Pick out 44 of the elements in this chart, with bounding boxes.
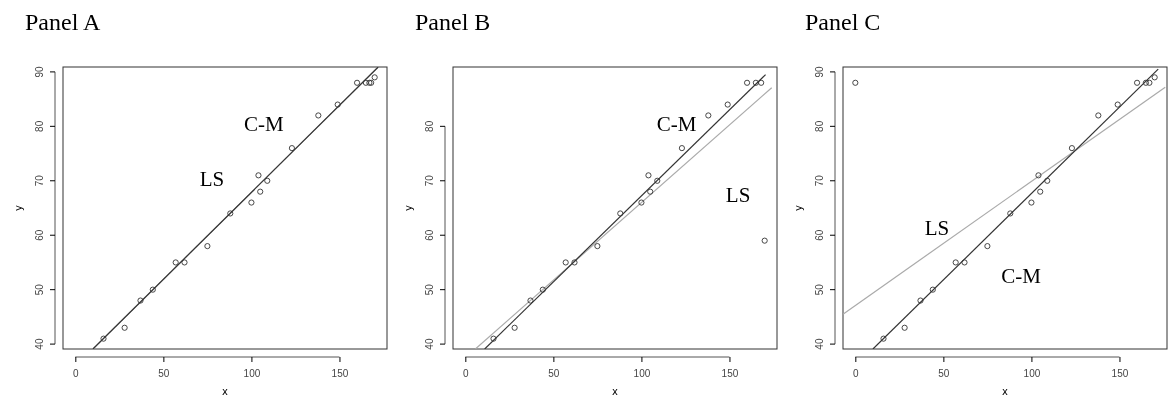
annotation: C-M bbox=[1001, 264, 1042, 289]
y-tick-label: 80 bbox=[424, 120, 435, 132]
y-tick-label: 50 bbox=[424, 283, 435, 296]
y-tick-label: 70 bbox=[424, 174, 435, 187]
x-tick-label: 150 bbox=[721, 368, 739, 379]
x-tick-label: 100 bbox=[633, 368, 651, 379]
x-tick-label: 50 bbox=[938, 368, 950, 379]
y-tick-label: 70 bbox=[814, 174, 825, 187]
annotation: LS bbox=[725, 182, 751, 207]
x-tick-label: 150 bbox=[1111, 368, 1129, 379]
x-tick-label: 0 bbox=[73, 368, 80, 379]
x-tick-label: 0 bbox=[463, 368, 470, 379]
x-tick-label: 100 bbox=[1023, 368, 1041, 379]
y-axis-title: y bbox=[13, 204, 24, 211]
y-tick-label: 50 bbox=[814, 283, 825, 296]
x-tick-label: 0 bbox=[853, 368, 860, 379]
chart-title: Panel C bbox=[805, 9, 881, 35]
y-tick-label: 40 bbox=[424, 338, 435, 350]
x-tick-label: 150 bbox=[331, 368, 349, 379]
y-axis-title: y bbox=[403, 204, 414, 211]
y-tick-label: 40 bbox=[34, 338, 45, 350]
x-tick-label: 50 bbox=[158, 368, 170, 379]
annotation: LS bbox=[924, 216, 950, 241]
chart-title: Panel A bbox=[25, 9, 101, 35]
y-tick-label: 80 bbox=[34, 120, 45, 132]
x-tick-label: 50 bbox=[548, 368, 560, 379]
x-axis-title: x bbox=[1002, 386, 1009, 397]
y-tick-label: 50 bbox=[34, 283, 45, 296]
annotation: C-M bbox=[244, 112, 285, 137]
y-tick-label: 60 bbox=[814, 229, 825, 241]
y-tick-label: 70 bbox=[34, 174, 45, 187]
y-tick-label: 90 bbox=[814, 65, 825, 78]
y-tick-label: 80 bbox=[814, 120, 825, 132]
x-axis-title: x bbox=[222, 386, 229, 397]
annotation: C-M bbox=[656, 112, 697, 137]
annotation: LS bbox=[199, 167, 225, 192]
y-tick-label: 90 bbox=[34, 65, 45, 78]
y-tick-label: 60 bbox=[34, 229, 45, 241]
y-axis-title: y bbox=[793, 204, 804, 211]
y-tick-label: 40 bbox=[814, 338, 825, 350]
x-axis-title: x bbox=[612, 386, 619, 397]
chart-title: Panel B bbox=[415, 9, 491, 35]
x-tick-label: 100 bbox=[243, 368, 261, 379]
y-tick-label: 60 bbox=[424, 229, 435, 241]
